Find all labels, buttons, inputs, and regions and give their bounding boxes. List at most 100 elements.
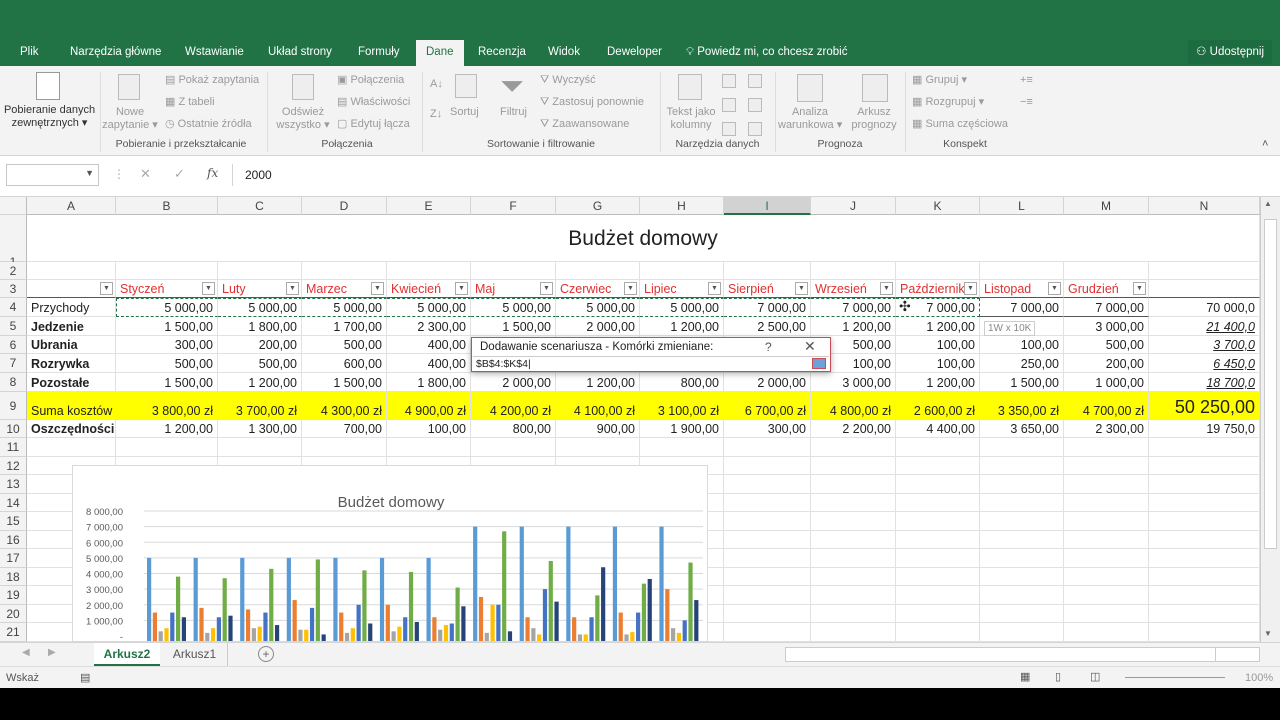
value-cell[interactable]: 500,00 xyxy=(116,354,218,373)
column-header-J[interactable]: J xyxy=(811,197,896,215)
edit-links-button[interactable]: ▢ Edytuj łącza xyxy=(337,118,410,130)
header-month[interactable]: Sierpień ▼ xyxy=(724,280,811,298)
row-header[interactable]: 6 xyxy=(0,336,27,354)
cell[interactable] xyxy=(387,438,471,457)
value-cell[interactable]: 1 500,00 xyxy=(980,373,1064,392)
what-if-analysis-button[interactable]: Analiza warunkowa ▾ xyxy=(778,106,842,132)
page-break-icon[interactable]: ◫ xyxy=(1090,671,1101,683)
value-cell[interactable]: 3 000,00 xyxy=(811,373,896,392)
value-cell[interactable]: 400,00 xyxy=(387,336,471,354)
properties-button[interactable]: ▤ Właściwości xyxy=(337,96,411,108)
row-header[interactable]: 15 xyxy=(0,512,27,531)
filter-dropdown[interactable]: ▼ xyxy=(371,282,384,295)
cell[interactable] xyxy=(811,549,896,568)
value-cell[interactable]: 4 400,00 xyxy=(896,420,980,438)
cell[interactable] xyxy=(1149,475,1260,494)
data-model-icon[interactable] xyxy=(748,122,762,136)
header-month[interactable]: Październik ▼ xyxy=(896,280,980,298)
cell[interactable] xyxy=(980,262,1064,280)
cell[interactable] xyxy=(811,604,896,623)
cell[interactable] xyxy=(1149,567,1260,586)
row-header[interactable]: 4 xyxy=(0,298,27,317)
cell[interactable] xyxy=(1149,586,1260,605)
sheet-tab-arkusz2[interactable]: Arkusz2 xyxy=(94,643,160,666)
range-input[interactable]: $B$4:$K$4| xyxy=(473,356,829,371)
value-cell[interactable]: 100,00 xyxy=(980,336,1064,354)
row-label[interactable]: Jedzenie xyxy=(27,317,116,336)
normal-view-icon[interactable]: ▦ xyxy=(1020,671,1031,683)
row-header[interactable]: 18 xyxy=(0,567,27,586)
cell[interactable] xyxy=(1064,549,1149,568)
value-cell[interactable]: 3 650,00 xyxy=(980,420,1064,438)
value-cell[interactable]: 1 500,00 xyxy=(302,373,387,392)
filter-dropdown[interactable]: ▼ xyxy=(540,282,553,295)
page-layout-icon[interactable]: ▯ xyxy=(1055,671,1062,683)
cell[interactable] xyxy=(218,262,302,280)
cell[interactable] xyxy=(1064,438,1149,457)
column-header-H[interactable]: H xyxy=(640,197,724,215)
row-header[interactable]: 7 xyxy=(0,354,27,373)
group-button[interactable]: ▦ Grupuj ▾ xyxy=(912,74,968,86)
expand-dialog-icon[interactable] xyxy=(812,358,826,369)
row-header[interactable]: 1 xyxy=(0,215,27,269)
row-header[interactable]: 12 xyxy=(0,456,27,475)
cell[interactable] xyxy=(811,456,896,475)
cell[interactable] xyxy=(27,262,116,280)
cell[interactable] xyxy=(980,530,1064,549)
value-cell[interactable]: 500,00 xyxy=(302,336,387,354)
row-header[interactable]: 19 xyxy=(0,586,27,605)
cell[interactable] xyxy=(27,438,116,457)
header-month[interactable]: Czerwiec ▼ xyxy=(556,280,640,298)
refresh-all-button[interactable]: Odśwież wszystko ▾ xyxy=(272,106,334,132)
ungroup-button[interactable]: ▦ Rozgrupuj ▾ xyxy=(912,96,985,108)
cell[interactable] xyxy=(724,549,811,568)
show-detail-icon[interactable]: +≡ xyxy=(1020,74,1033,86)
cell[interactable] xyxy=(896,623,980,642)
tab-widok[interactable]: Widok xyxy=(548,46,580,58)
value-cell[interactable]: 500,00 xyxy=(811,336,896,354)
show-queries-button[interactable]: ▤ Pokaż zapytania xyxy=(165,74,260,86)
value-cell[interactable]: 2 600,00 zł xyxy=(896,392,980,420)
value-cell[interactable]: 1 200,00 xyxy=(116,420,218,438)
value-cell[interactable]: 7 000,00 xyxy=(724,298,811,317)
value-cell[interactable]: 7 000,00 xyxy=(980,298,1064,317)
scroll-down-icon[interactable]: ▼ xyxy=(1264,629,1272,638)
header-month[interactable]: Marzec ▼ xyxy=(302,280,387,298)
subtotal-button[interactable]: ▦ Suma częściowa xyxy=(912,118,1008,130)
value-cell[interactable]: 1 200,00 xyxy=(218,373,302,392)
value-cell[interactable]: 3 000,00 xyxy=(1064,317,1149,336)
value-cell[interactable]: 2 000,00 xyxy=(556,317,640,336)
cell[interactable] xyxy=(811,262,896,280)
sheet-title[interactable]: Budżet domowy xyxy=(27,215,1260,262)
cell[interactable] xyxy=(1149,262,1260,280)
cell[interactable] xyxy=(896,456,980,475)
cell[interactable] xyxy=(896,586,980,605)
cell[interactable] xyxy=(896,530,980,549)
cell[interactable] xyxy=(896,262,980,280)
row-header[interactable]: 3 xyxy=(0,280,27,298)
cell[interactable] xyxy=(896,567,980,586)
row-header[interactable]: 9 xyxy=(0,392,27,420)
value-cell[interactable]: 100,00 xyxy=(387,420,471,438)
value-cell[interactable]: 1 200,00 xyxy=(896,317,980,336)
value-cell[interactable]: 1 000,00 xyxy=(1064,373,1149,392)
value-cell[interactable]: 4 300,00 zł xyxy=(302,392,387,420)
value-cell[interactable]: 1 700,00 xyxy=(302,317,387,336)
column-header-G[interactable]: G xyxy=(556,197,640,215)
cell[interactable] xyxy=(1149,456,1260,475)
row-label[interactable]: Przychody xyxy=(27,298,116,317)
value-cell[interactable]: 100,00 xyxy=(896,354,980,373)
value-cell[interactable]: 5 000,00 xyxy=(116,298,218,317)
cell[interactable] xyxy=(1064,623,1149,642)
cell[interactable] xyxy=(556,438,640,457)
column-header-D[interactable]: D xyxy=(302,197,387,215)
get-external-data-button[interactable]: Pobieranie danych zewnętrznych ▾ xyxy=(2,104,97,130)
cell[interactable] xyxy=(811,586,896,605)
header-cell[interactable]: ▼ xyxy=(27,280,116,298)
value-cell[interactable]: 1 500,00 xyxy=(116,373,218,392)
consolidate-icon[interactable] xyxy=(748,74,762,88)
value-cell[interactable]: 3 100,00 zł xyxy=(640,392,724,420)
cell[interactable] xyxy=(387,262,471,280)
cell[interactable] xyxy=(640,438,724,457)
cell[interactable] xyxy=(1064,586,1149,605)
